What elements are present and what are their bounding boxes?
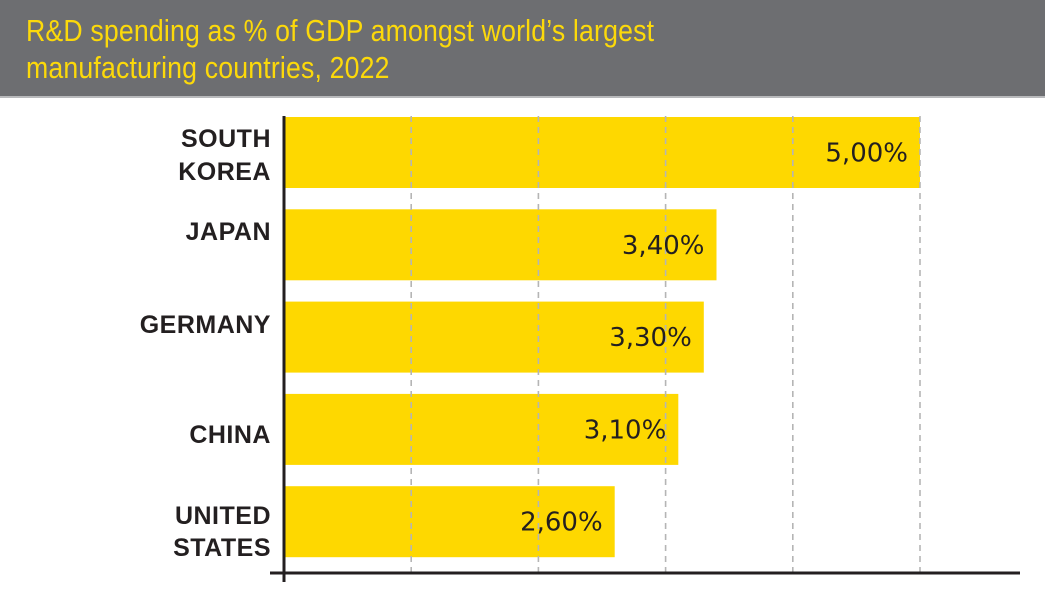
data-label-0: 5,00% [825,139,908,169]
data-label-2: 3,30% [609,323,692,353]
value-labels-layer: 5,00% 3,40% 3,30% 3,10% 2,60% [520,139,908,538]
chart-header: R&D spending as % of GDP amongst world’s… [0,0,1045,98]
category-label-1-line-0: JAPAN [186,218,271,246]
chart-title-line-2: manufacturing countries, 2022 [26,50,390,85]
chart-title-line-1: R&D spending as % of GDP amongst world’s… [26,13,655,48]
bars-layer [284,117,920,558]
data-label-1: 3,40% [622,231,705,261]
category-label-4-line-0: UNITED [175,502,271,530]
axes-layer [270,116,1020,582]
bar-1 [284,209,717,281]
bar-4 [284,486,615,558]
bar-0 [284,117,920,188]
bar-3 [284,393,679,465]
data-label-4: 2,60% [520,508,603,538]
category-labels-layer: SOUTH KOREA JAPAN GERMANY CHINA UNITED STATES [140,125,271,562]
category-label-0-line-0: SOUTH [181,125,271,153]
category-label-4-line-1: STATES [173,534,271,562]
category-label-2-line-0: GERMANY [140,311,271,339]
category-label-0-line-1: KOREA [178,158,271,186]
category-label-3-line-0: CHINA [189,421,271,449]
bar-2 [284,301,704,373]
data-label-3: 3,10% [584,415,667,445]
